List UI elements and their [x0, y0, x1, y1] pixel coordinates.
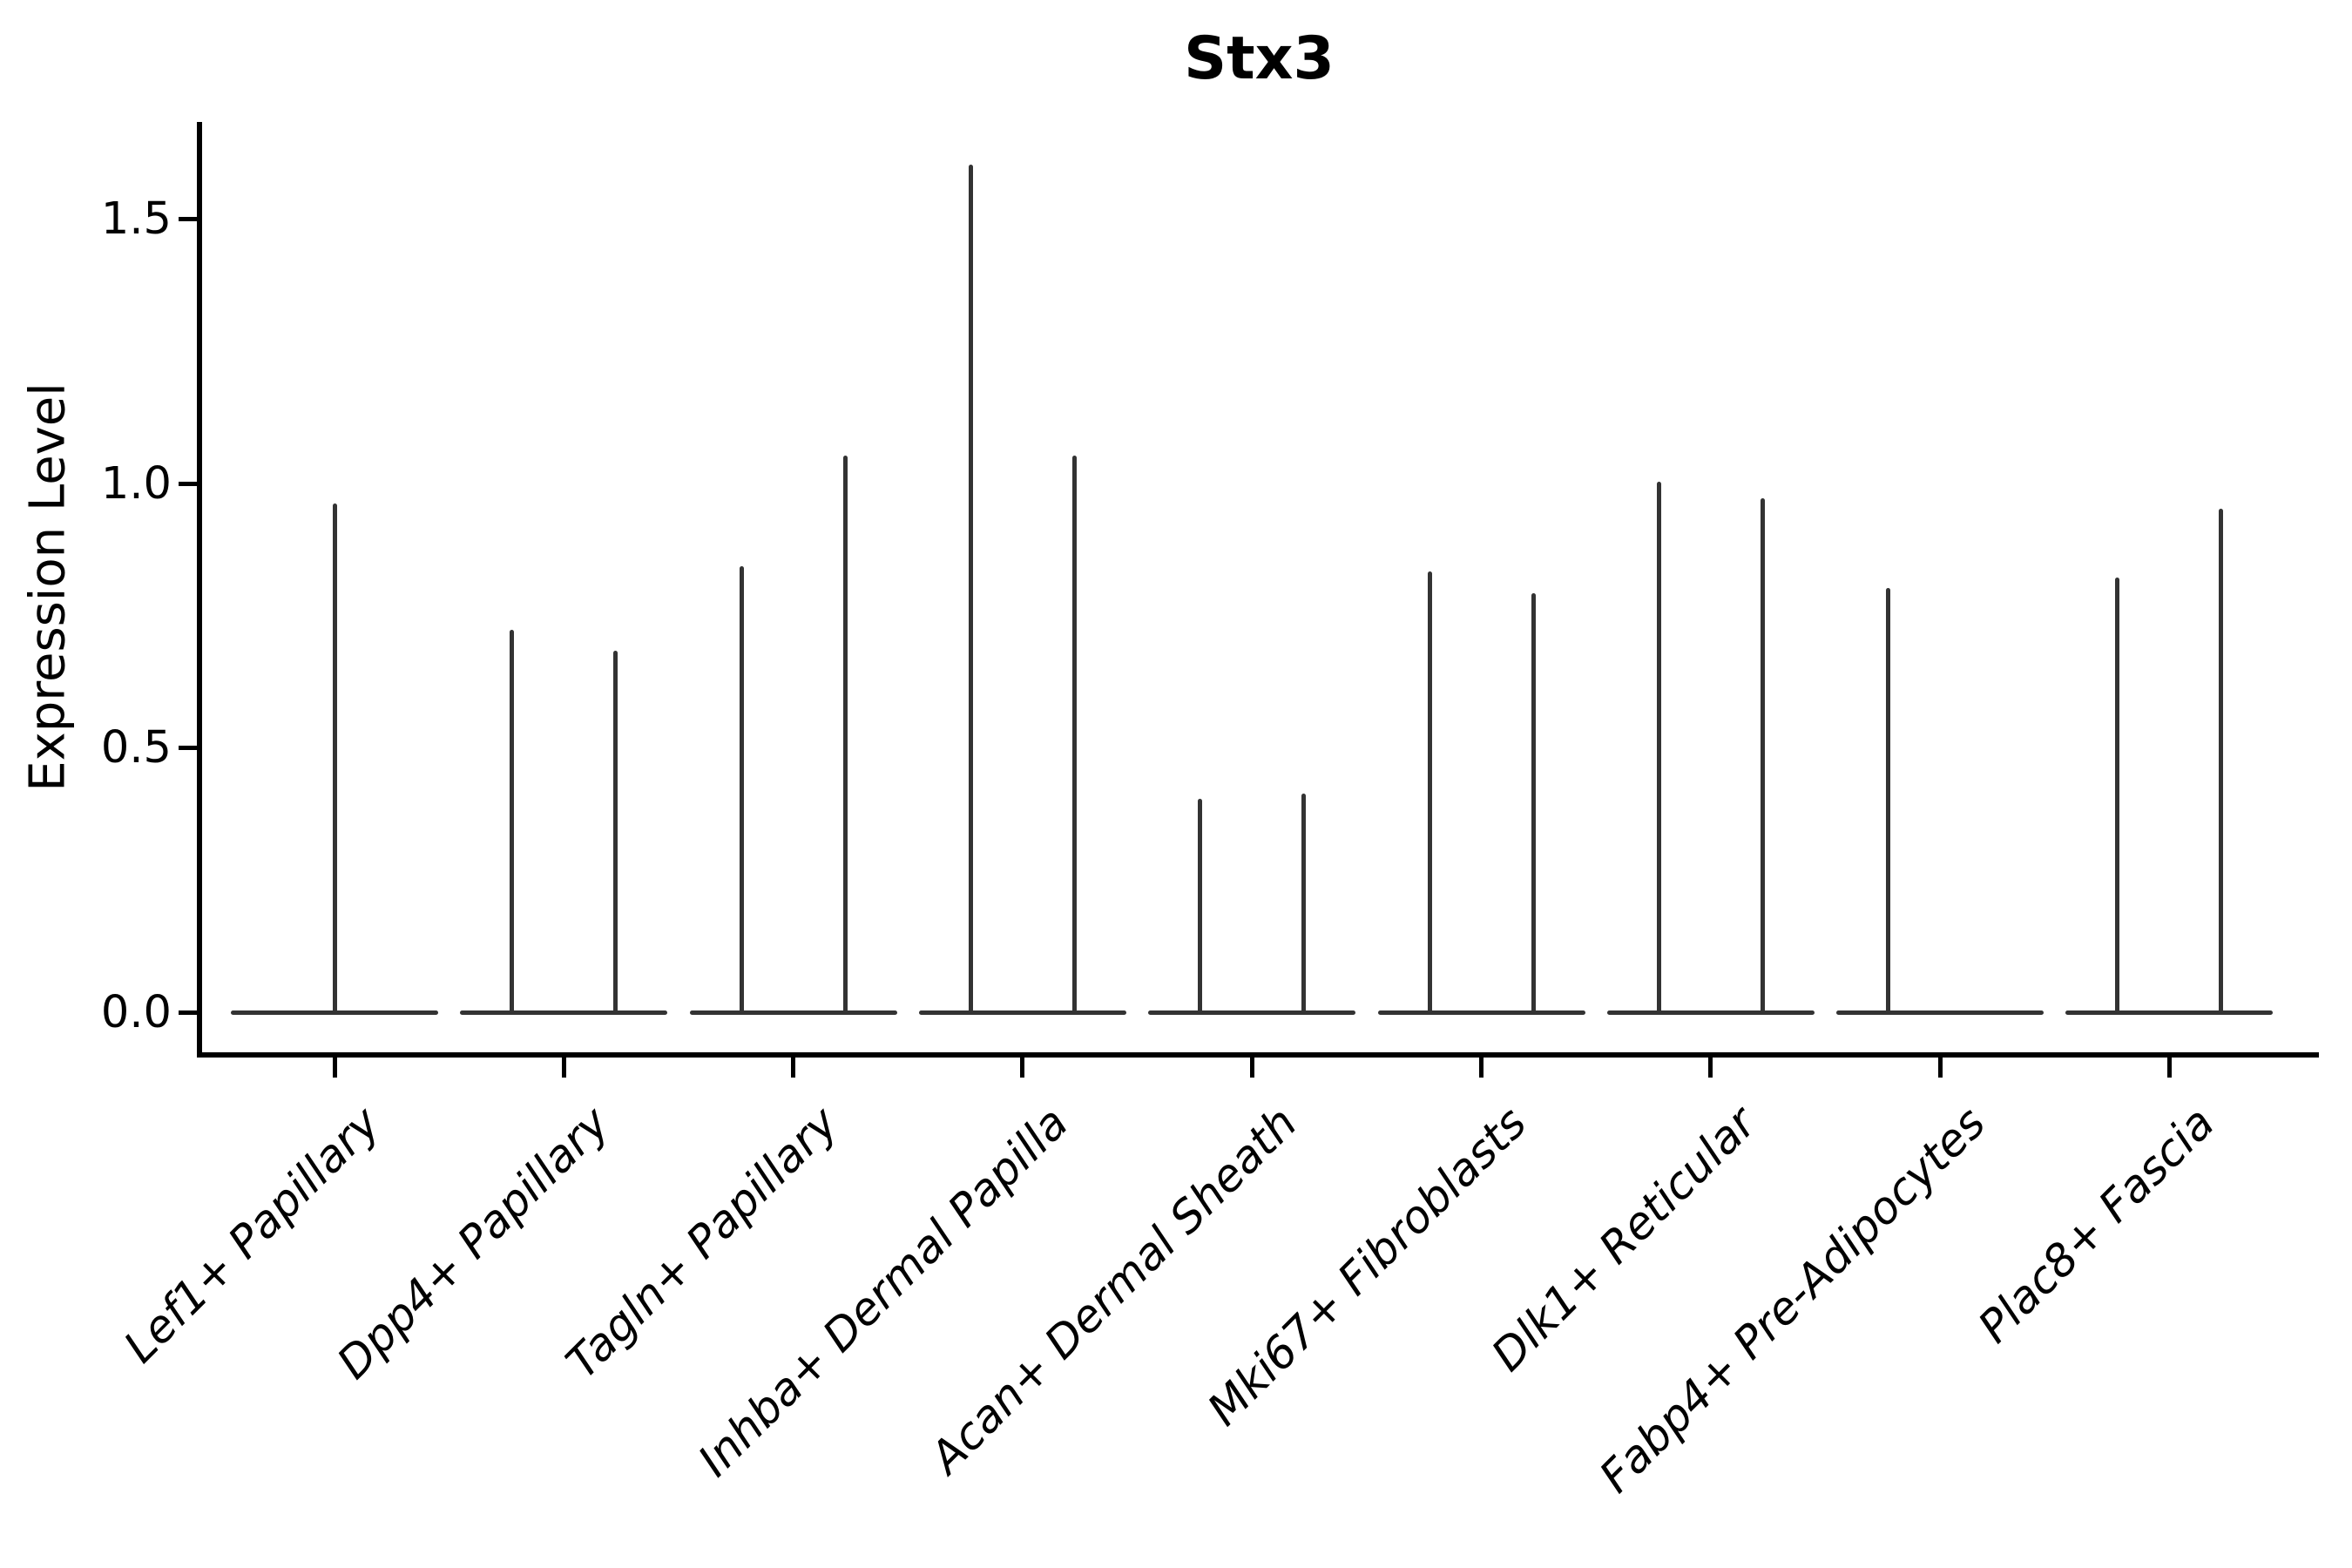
- x-category-label: Lef1+ Papillary: [114, 1097, 390, 1374]
- x-category-label: Fabp4+ Pre-Adipocytes: [1590, 1097, 1996, 1504]
- violin-base: [1606, 1010, 1815, 1015]
- y-tick-mark: [179, 217, 197, 222]
- y-tick-mark: [179, 1010, 197, 1015]
- y-tick-label: 0.0: [100, 986, 172, 1038]
- violin-spike: [332, 503, 337, 1014]
- violin-spike: [968, 165, 973, 1014]
- x-tick-mark: [332, 1058, 337, 1078]
- violin-base: [1377, 1010, 1585, 1015]
- x-tick-mark: [1937, 1058, 1943, 1078]
- violin-spike: [1886, 587, 1891, 1014]
- x-category-label: Acan+ Dermal Sheath: [921, 1097, 1308, 1484]
- x-tick-mark: [561, 1058, 566, 1078]
- y-tick-label: 0.5: [100, 722, 172, 774]
- violin-spike: [842, 455, 848, 1014]
- violin-base: [2065, 1010, 2274, 1015]
- y-tick-label: 1.5: [100, 193, 172, 246]
- violin-base: [1148, 1010, 1356, 1015]
- x-tick-mark: [2166, 1058, 2172, 1078]
- violin-base: [689, 1010, 897, 1015]
- x-tick-mark: [1020, 1058, 1025, 1078]
- x-category-label: Plac8+ Fascia: [1969, 1097, 2226, 1354]
- x-category-label: Inhba+ Dermal Papilla: [688, 1097, 1078, 1488]
- violin-base: [918, 1010, 1126, 1015]
- y-axis-spine: [197, 122, 202, 1058]
- x-tick-mark: [1479, 1058, 1484, 1078]
- chart-title: Stx3: [1184, 24, 1335, 93]
- violin-spike: [739, 566, 744, 1014]
- violin-spike: [2219, 508, 2224, 1014]
- violin-spike: [1760, 497, 1765, 1014]
- x-tick-mark: [1708, 1058, 1713, 1078]
- x-axis-spine: [197, 1052, 2319, 1058]
- y-tick-label: 1.0: [100, 457, 172, 510]
- violin-spike: [613, 651, 618, 1014]
- y-tick-mark: [179, 746, 197, 751]
- violin-spike: [1071, 455, 1077, 1014]
- y-tick-mark: [179, 481, 197, 486]
- violin-spike: [510, 630, 515, 1014]
- x-tick-mark: [1249, 1058, 1254, 1078]
- violin-spike: [2115, 577, 2120, 1014]
- x-tick-mark: [791, 1058, 796, 1078]
- violin-spike: [1531, 592, 1536, 1014]
- violin-spike: [1198, 799, 1203, 1014]
- violin-spike: [1427, 571, 1432, 1014]
- violin-base: [1836, 1010, 2044, 1015]
- violin-spike: [1301, 794, 1307, 1014]
- violin-base: [460, 1010, 668, 1015]
- violin-spike: [1656, 482, 1661, 1014]
